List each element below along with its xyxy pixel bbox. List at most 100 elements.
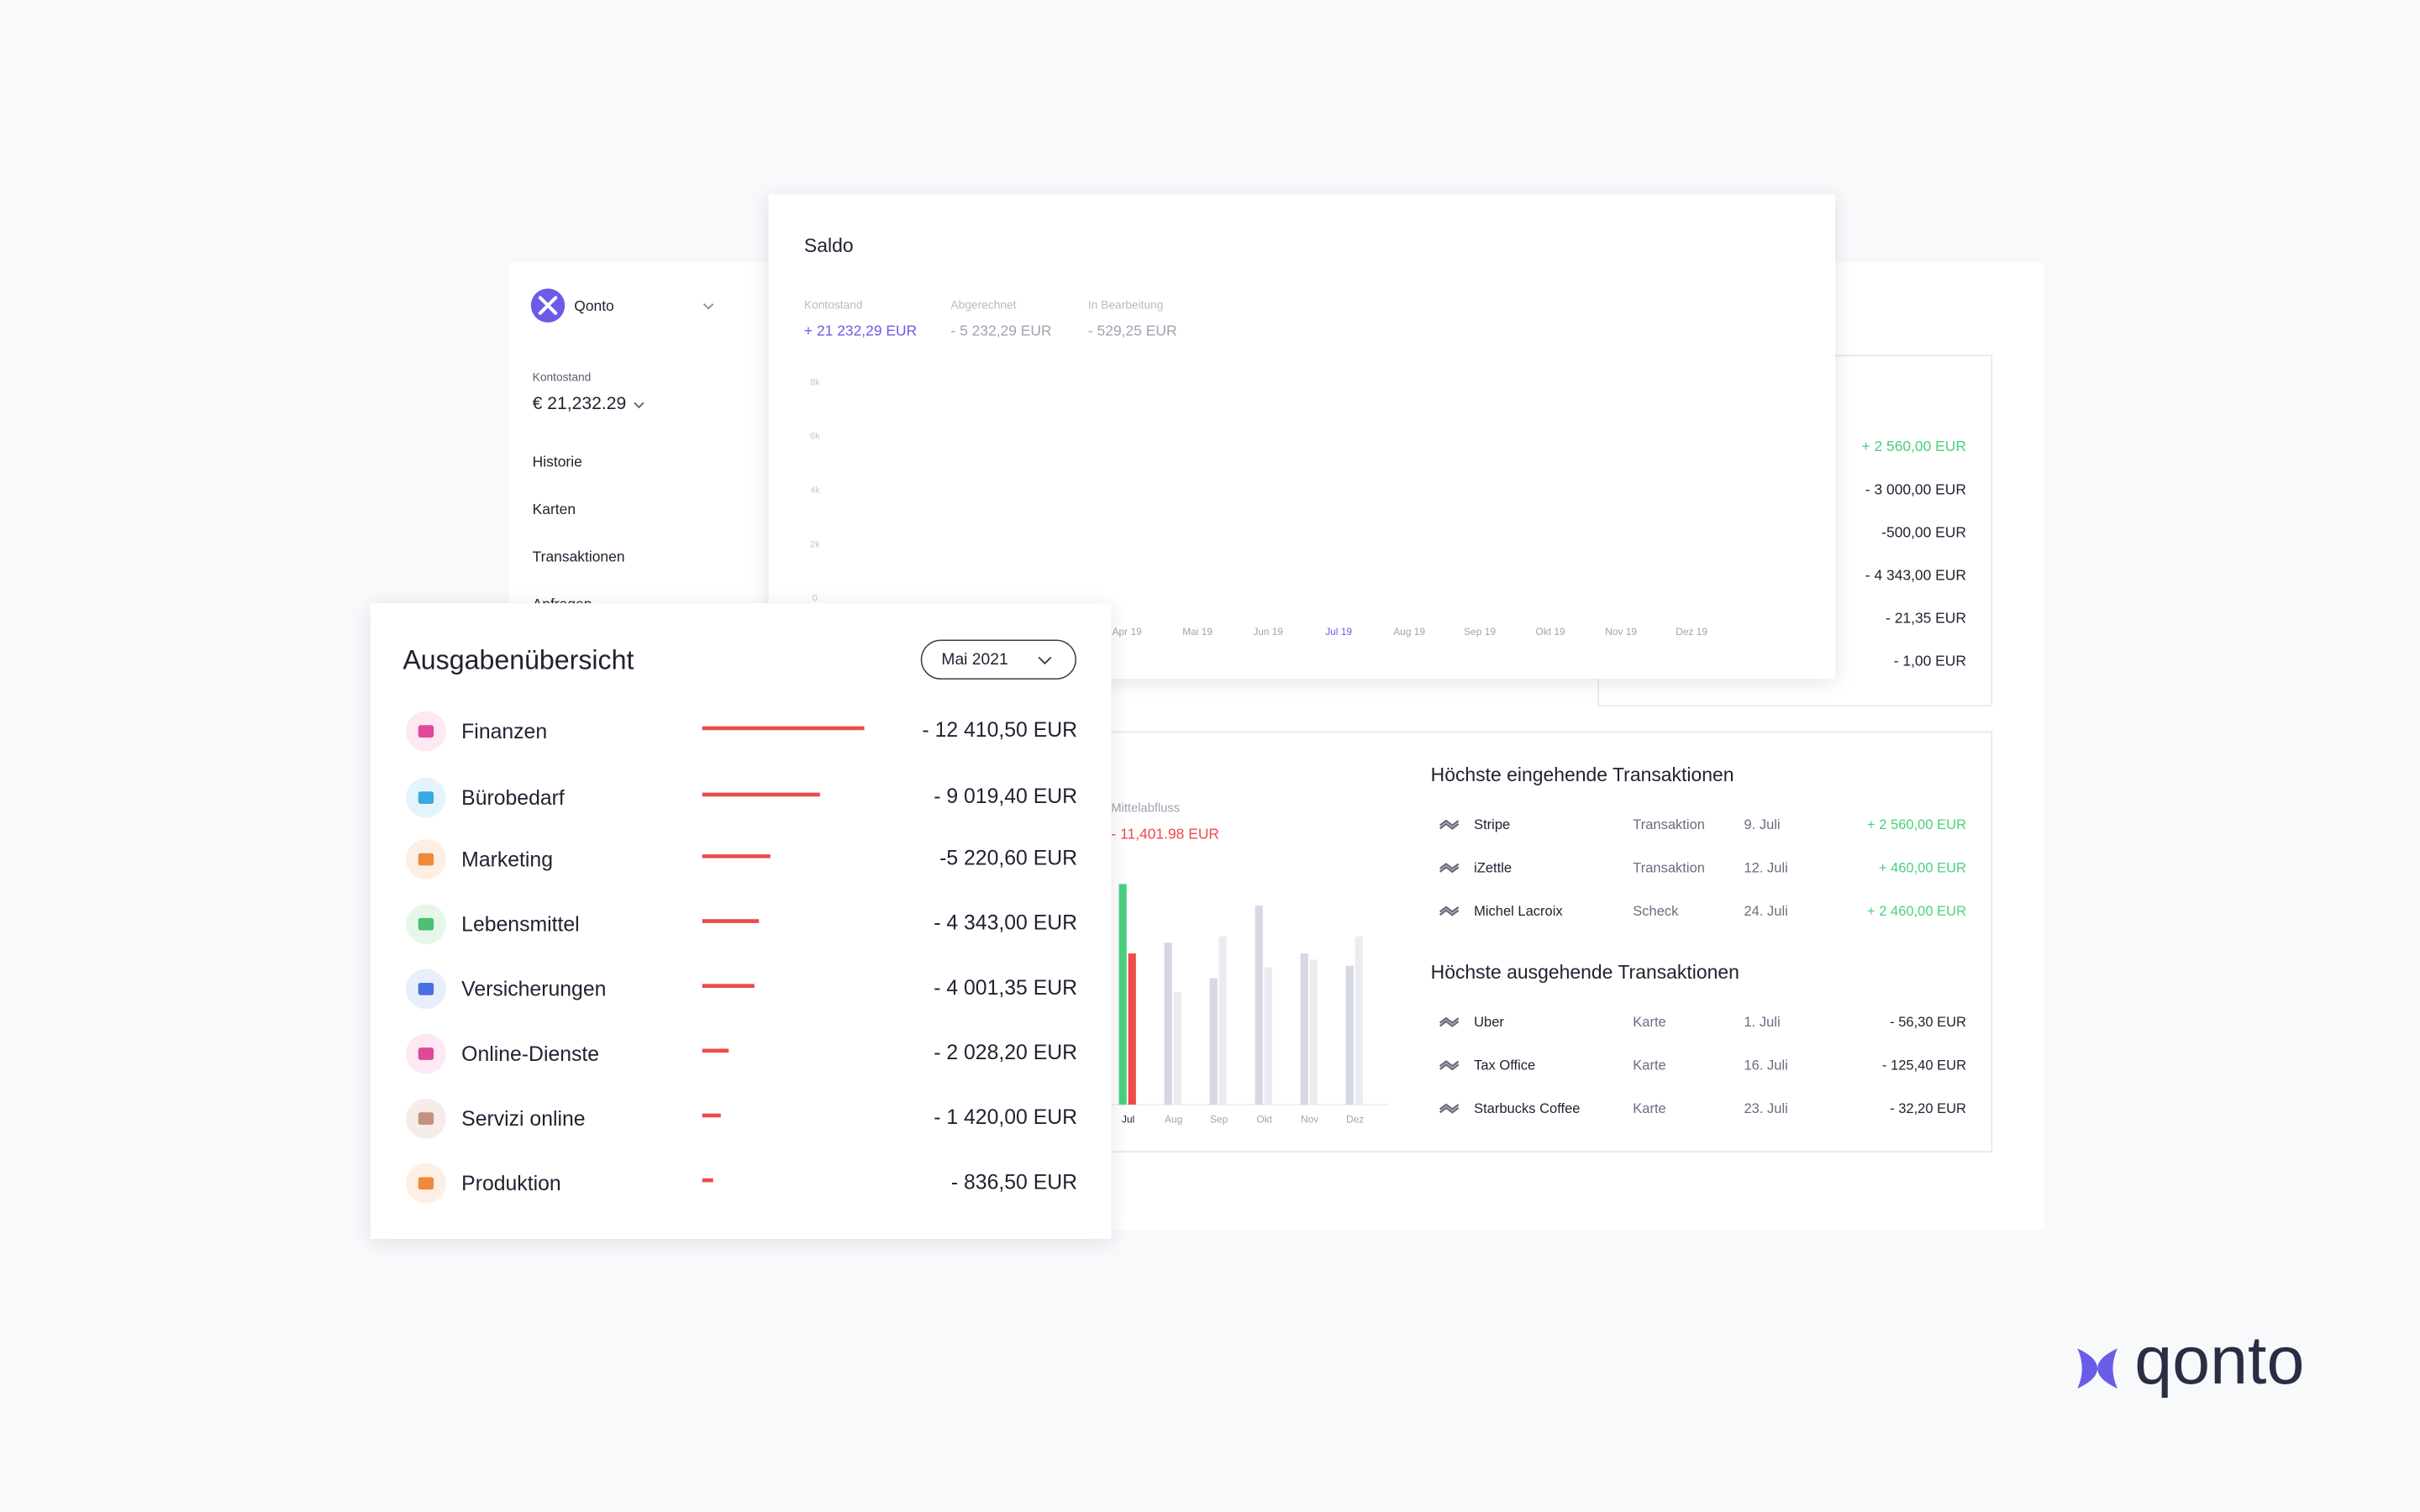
cashflow-value: - 11,401.98 EUR (1111, 825, 1219, 842)
amount: - 9 019,40 EUR (934, 785, 1077, 808)
x-tick-label: Okt (1256, 1114, 1272, 1126)
brand-name: Qonto (574, 297, 614, 314)
x-tick-label: Aug (1165, 1114, 1182, 1126)
column (1255, 906, 1263, 1105)
column (1264, 967, 1272, 1105)
chevron (634, 402, 644, 409)
column (1128, 953, 1136, 1105)
column (1173, 992, 1181, 1105)
logo-text: qonto (2134, 1323, 2304, 1399)
category-glyph (418, 1177, 434, 1190)
column (1300, 953, 1308, 1105)
card-title: Saldo (804, 234, 854, 256)
x-tick-label: Okt 19 (1536, 626, 1565, 638)
chevron (702, 303, 714, 310)
column (1309, 959, 1318, 1105)
balance-label: Kontostand (533, 371, 592, 384)
tx-type: Scheck (1633, 903, 1679, 919)
stat-value: - 529,25 EUR (1088, 323, 1177, 339)
y-tick-label: 6k (810, 432, 820, 442)
x-tick-label: Apr 19 (1113, 626, 1142, 638)
logo-mark (2077, 1348, 2118, 1389)
stat-label: In Bearbeitung (1088, 298, 1164, 311)
tx-date: 12. Juli (1744, 859, 1788, 875)
period: Mai 2021 (941, 651, 1007, 669)
counterparty: Starbucks Coffee (1474, 1100, 1580, 1116)
brand-logo-mark (538, 296, 558, 315)
amount: -5 220,60 EUR (939, 848, 1077, 870)
period-select[interactable] (920, 639, 1076, 680)
column (1218, 936, 1227, 1105)
y-tick-label: 4k (810, 486, 820, 496)
category-glyph (418, 1047, 434, 1060)
x-tick-label: Mai 19 (1182, 626, 1213, 638)
category-glyph (418, 983, 434, 995)
category-name: Finanzen (461, 721, 547, 743)
tx-type: Transaktion (1633, 859, 1705, 875)
tx-amount: + 2 560,00 EUR (1867, 816, 1966, 832)
tx-amount: + 460,00 EUR (1879, 859, 1966, 875)
tx-amount: + 2 460,00 EUR (1867, 903, 1966, 919)
counterparty: iZettle (1474, 859, 1512, 875)
amount: - 21,35 EUR (1886, 610, 1966, 627)
nav-item: Transaktionen (533, 548, 625, 564)
category-name: Bürobedarf (461, 787, 565, 810)
tx-date: 1. Juli (1744, 1014, 1781, 1030)
column (1355, 936, 1363, 1105)
row-icon (1439, 863, 1460, 874)
column (1209, 978, 1218, 1105)
counterparty: Uber (1474, 1014, 1504, 1030)
tx-type: Transaktion (1633, 816, 1705, 832)
section-title: Höchste eingehende Transaktionen (1431, 764, 1734, 785)
x-tick-label: Dez 19 (1676, 626, 1707, 638)
row-icon (1439, 1016, 1460, 1027)
balance: € 21,232.29 (533, 394, 627, 413)
column (1345, 965, 1354, 1105)
stat-value: - 5 232,29 EUR (950, 323, 1051, 339)
amount: - 3 000,00 EUR (1865, 480, 1966, 497)
amount: - 4 343,00 EUR (934, 912, 1077, 935)
cashflow-label: Mittelabfluss (1111, 801, 1180, 815)
category-glyph (418, 791, 434, 804)
x-tick-label: Jul 19 (1325, 626, 1352, 638)
transactions-card (1080, 731, 1993, 1153)
stat-value: + 21 232,29 EUR (804, 323, 917, 339)
category-glyph (418, 725, 434, 738)
amount: - 1 420,00 EUR (934, 1106, 1077, 1129)
amount: + 2 560,00 EUR (1861, 438, 1966, 454)
x-tick-label: Jul (1122, 1114, 1134, 1126)
x-tick-label: Nov 19 (1605, 626, 1637, 638)
tx-amount: - 32,20 EUR (1890, 1100, 1966, 1116)
category-name: Online-Dienste (461, 1043, 599, 1066)
tx-amount: - 56,30 EUR (1890, 1014, 1966, 1030)
x-tick-label: Sep 19 (1464, 626, 1496, 638)
tx-date: 9. Juli (1744, 816, 1781, 832)
column (1118, 884, 1127, 1105)
tx-amount: - 125,40 EUR (1882, 1058, 1966, 1074)
category-name: Produktion (461, 1173, 560, 1195)
tx-date: 24. Juli (1744, 903, 1788, 919)
nav-item: Historie (533, 454, 582, 470)
x-tick-label: Sep (1210, 1114, 1228, 1126)
category-glyph (418, 853, 434, 866)
category-name: Lebensmittel (461, 914, 580, 937)
counterparty: Michel Lacroix (1474, 903, 1563, 919)
column (1164, 942, 1172, 1105)
stat-label: Kontostand (804, 298, 863, 311)
stat-label: Abgerechnet (950, 298, 1016, 311)
amount: -500,00 EUR (1881, 523, 1966, 540)
x-tick-label: Jun 19 (1253, 626, 1283, 638)
category-glyph (418, 1112, 434, 1125)
chevron (1038, 656, 1052, 665)
saldo-card (768, 194, 1835, 680)
counterparty: Tax Office (1474, 1058, 1535, 1074)
row-icon (1439, 819, 1460, 830)
amount: - 836,50 EUR (951, 1171, 1077, 1194)
row-icon (1439, 1103, 1460, 1114)
amount: - 1,00 EUR (1894, 653, 1966, 669)
x-tick-label: Nov (1301, 1114, 1318, 1126)
